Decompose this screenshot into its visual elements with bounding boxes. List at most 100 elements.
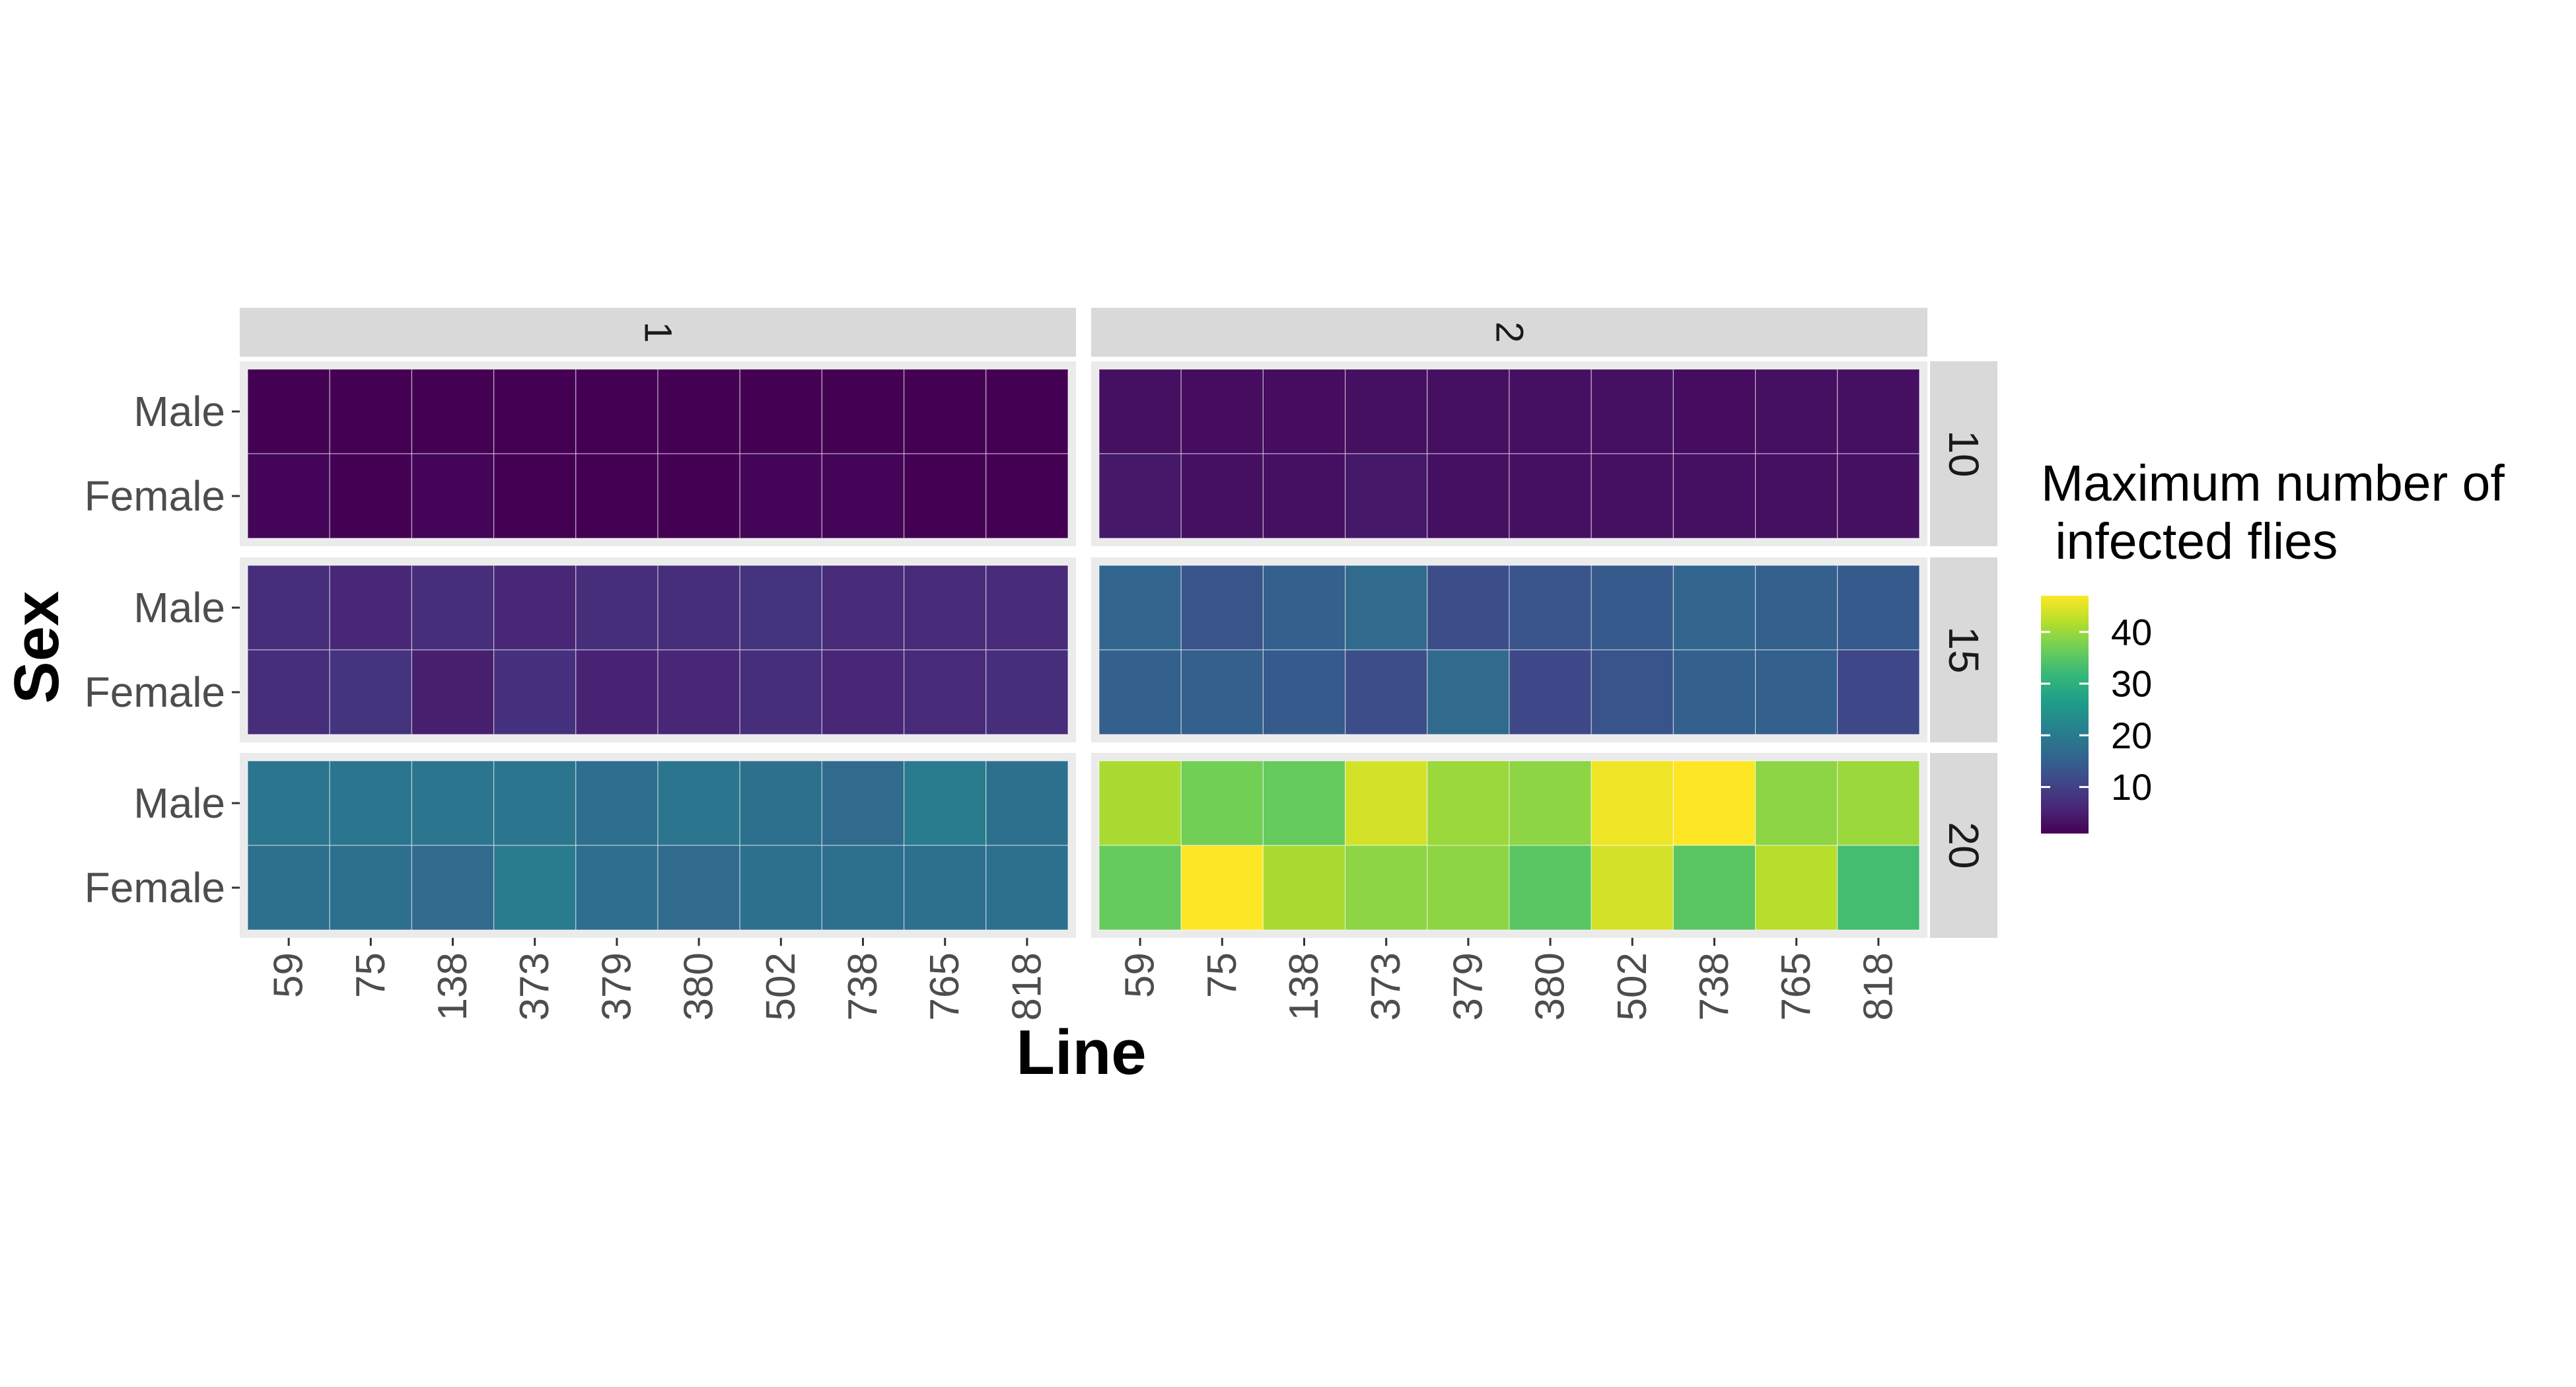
- heatmap-cell: [329, 369, 413, 454]
- facet-strip-row: [1930, 361, 1997, 546]
- heatmap-cell: [575, 845, 659, 931]
- heatmap-cell: [657, 760, 740, 846]
- facet-strip-row: [1930, 753, 1997, 938]
- heatmap-cell: [903, 453, 987, 539]
- heatmap-cell: [411, 649, 495, 735]
- heatmap-cell: [1262, 453, 1346, 539]
- heatmap-cell: [1427, 649, 1510, 735]
- x-tick-label: 138: [1281, 952, 1327, 1020]
- x-tick-label: 75: [348, 952, 394, 998]
- heatmap-cell: [657, 453, 740, 539]
- facet-strip-row-label: 20: [1940, 822, 1987, 869]
- heatmap-cell: [821, 845, 905, 931]
- heatmap-cell: [1591, 760, 1674, 846]
- legend-tick-label: 40: [2111, 611, 2152, 653]
- heatmap-cell: [1180, 369, 1264, 454]
- heatmap-cell: [493, 369, 577, 454]
- heatmap-cell: [329, 760, 413, 846]
- y-tick-label: Female: [85, 668, 225, 716]
- heatmap-cell: [985, 845, 1069, 931]
- heatmap-cell: [1591, 369, 1674, 454]
- x-tick-label: 380: [1528, 952, 1573, 1020]
- heatmap-cell: [1755, 760, 1838, 846]
- facet-strip-row-label: 10: [1940, 430, 1987, 477]
- heatmap-cell: [247, 453, 330, 539]
- heatmap-cell: [1591, 565, 1674, 651]
- heatmap-cell: [247, 649, 330, 735]
- facet-panels: [240, 361, 1927, 938]
- heatmap-cell: [1672, 845, 1756, 931]
- heatmap-cell: [1427, 369, 1510, 454]
- heatmap-cell: [1837, 565, 1920, 651]
- x-tick-label: 765: [1773, 952, 1819, 1020]
- legend-colorbar: [2041, 596, 2089, 834]
- heatmap-cell: [1180, 453, 1264, 539]
- x-tick-label: 380: [676, 952, 722, 1020]
- heatmap-cell: [985, 453, 1069, 539]
- heatmap-cell: [1672, 565, 1756, 651]
- facet-strips: 1 2 10 15 20: [240, 308, 1997, 938]
- x-tick-label: 818: [1855, 952, 1901, 1020]
- heatmap-cell: [411, 760, 495, 846]
- heatmap-cell: [657, 565, 740, 651]
- heatmap-cell: [1098, 369, 1182, 454]
- facet-strip-row-label: 15: [1940, 626, 1987, 673]
- facet-strip-col-label: 2: [1488, 322, 1531, 343]
- heatmap-cell: [1509, 760, 1592, 846]
- heatmap-cell: [1344, 845, 1428, 931]
- heatmap-cell: [1837, 649, 1920, 735]
- x-tick-label: 75: [1199, 952, 1245, 998]
- x-tick-label: 373: [512, 952, 557, 1020]
- heatmap-cell: [1344, 649, 1428, 735]
- x-tick-label: 765: [922, 952, 968, 1020]
- heatmap-cell: [1509, 845, 1592, 931]
- heatmap-cell: [1672, 760, 1756, 846]
- heatmap-cell: [1262, 845, 1346, 931]
- heatmap-cell: [739, 649, 822, 735]
- facet-strip-col: [1091, 308, 1927, 357]
- heatmap-cell: [985, 565, 1069, 651]
- heatmap-cell: [903, 369, 987, 454]
- heatmap-cell: [739, 760, 822, 846]
- heatmap-cell: [1672, 369, 1756, 454]
- heatmap-cell: [1262, 369, 1346, 454]
- legend-title-line-2: infected flies: [2041, 513, 2338, 570]
- x-tick-label: 379: [594, 952, 639, 1020]
- facet-strip-row: [1930, 557, 1997, 742]
- heatmap-cell: [247, 565, 330, 651]
- heatmap-cell: [411, 369, 495, 454]
- heatmap-cell: [1180, 760, 1264, 846]
- x-tick-label: 373: [1363, 952, 1409, 1020]
- x-tick-label: 138: [430, 952, 476, 1020]
- heatmap-cell: [1837, 453, 1920, 539]
- heatmap-cell: [1098, 565, 1182, 651]
- heatmap-cell: [247, 369, 330, 454]
- x-tick-label: 818: [1004, 952, 1050, 1020]
- axes: Male Female Male Female Male Female 59 75 138 373…: [85, 388, 1902, 1020]
- heatmap-cell: [821, 649, 905, 735]
- heatmap-cell: [493, 565, 577, 651]
- heatmap-cell: [1180, 565, 1264, 651]
- y-axis-title: Sex: [1, 591, 72, 704]
- heatmap-cell: [1591, 453, 1674, 539]
- heatmap-cell: [657, 369, 740, 454]
- heatmap-cell: [1837, 369, 1920, 454]
- heatmap-cell: [1344, 760, 1428, 846]
- heatmap-cell: [1591, 845, 1674, 931]
- x-tick-label: 59: [266, 952, 312, 998]
- heatmap-cell: [493, 760, 577, 846]
- legend-tick-label: 10: [2111, 766, 2152, 808]
- heatmap-cell: [903, 649, 987, 735]
- legend-title-line-1: Maximum number of: [2041, 455, 2505, 512]
- x-tick-label: 502: [1610, 952, 1655, 1020]
- heatmap-cell: [1344, 369, 1428, 454]
- heatmap-cell: [1262, 649, 1346, 735]
- heatmap-cell: [1427, 845, 1510, 931]
- x-tick-label: 738: [840, 952, 886, 1020]
- heatmap-cell: [329, 565, 413, 651]
- heatmap-cell: [903, 845, 987, 931]
- heatmap-cell: [821, 369, 905, 454]
- heatmap-cell: [1672, 453, 1756, 539]
- heatmap-cell: [1509, 649, 1592, 735]
